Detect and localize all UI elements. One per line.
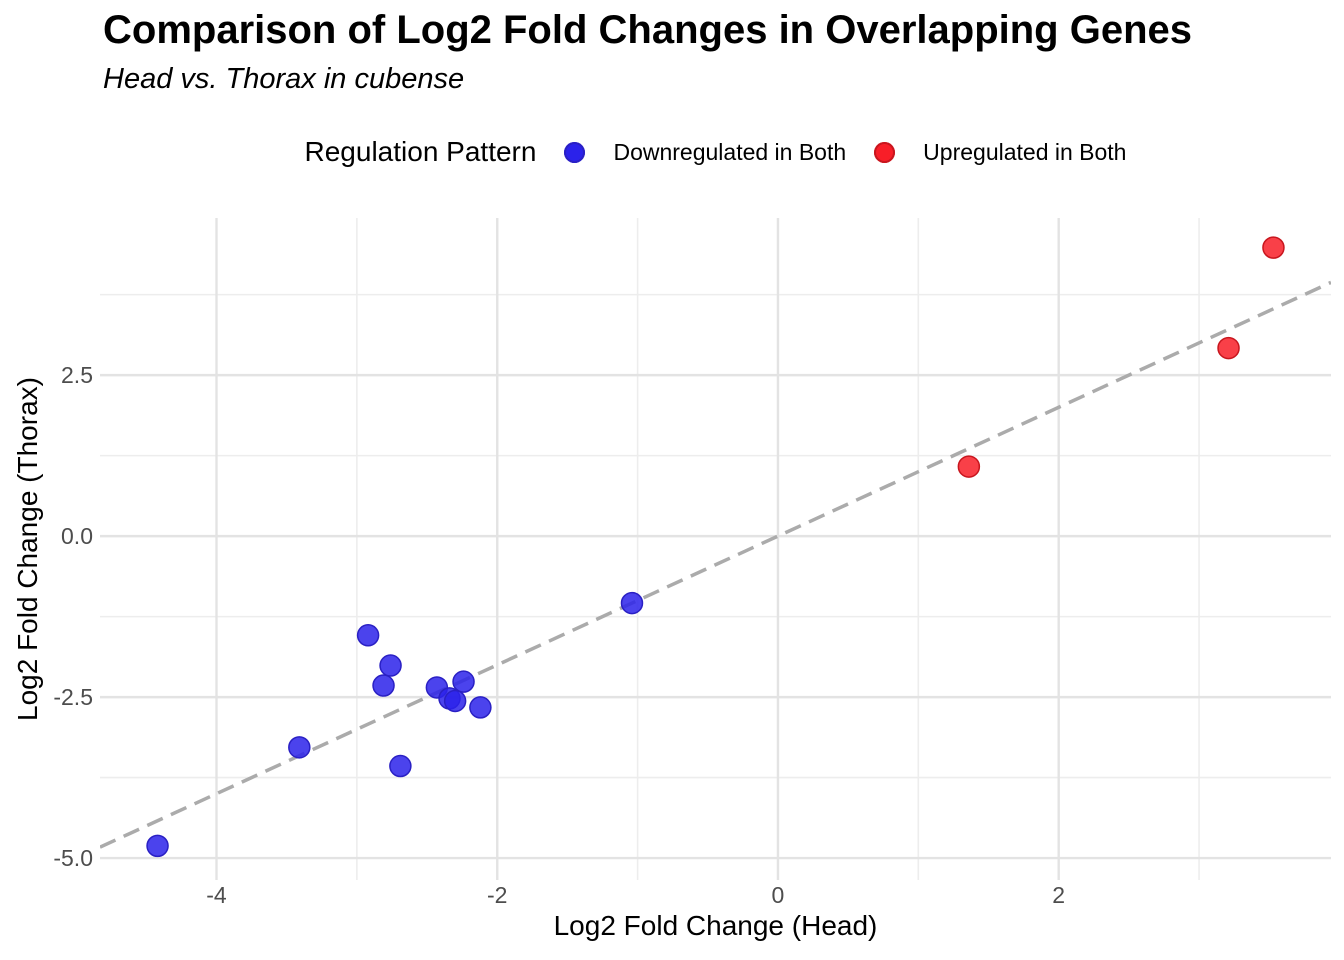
x-tick-label: 0 xyxy=(771,882,785,908)
x-axis-title: Log2 Fold Change (Head) xyxy=(553,910,878,941)
chart-title: Comparison of Log2 Fold Changes in Overl… xyxy=(103,8,1193,52)
data-point-down xyxy=(379,654,402,677)
y-tick-label: -2.5 xyxy=(53,684,93,711)
data-point-up xyxy=(957,455,981,478)
data-point-down xyxy=(620,591,644,615)
data-point-down xyxy=(469,696,492,719)
x-tick-label: 2 xyxy=(1052,882,1066,908)
data-point-down xyxy=(443,689,467,713)
data-point-down xyxy=(288,736,311,759)
legend-label-downregulated: Downregulated in Both xyxy=(613,138,847,165)
data-point-down xyxy=(452,670,475,693)
legend: Regulation Pattern Downregulated in Both… xyxy=(100,130,1331,174)
y-tick-label: -5.0 xyxy=(53,845,93,872)
data-point-down xyxy=(356,624,380,647)
y-axis-title: Log2 Fold Change (Thorax) xyxy=(12,377,43,721)
legend-label-upregulated: Upregulated in Both xyxy=(923,138,1127,165)
data-point-down xyxy=(146,834,169,858)
data-point-up xyxy=(1262,236,1285,259)
identity-reference-line xyxy=(99,280,1332,849)
legend-dot-downregulated-icon xyxy=(564,141,586,163)
legend-dot-upregulated-icon xyxy=(874,141,896,163)
chart-subtitle: Head vs. Thorax in cubense xyxy=(103,63,465,95)
x-tick-label: -2 xyxy=(486,882,508,908)
plot-area xyxy=(99,218,1332,880)
x-tick-label: -4 xyxy=(206,882,227,908)
legend-title: Regulation Pattern xyxy=(304,136,537,167)
legend-item-downregulated: Downregulated in Both xyxy=(564,139,846,166)
y-tick-label: 0.0 xyxy=(61,523,93,550)
y-tick-label: 2.5 xyxy=(61,362,93,389)
legend-item-upregulated: Upregulated in Both xyxy=(874,139,1126,166)
data-point-down xyxy=(372,674,395,697)
plot-panel xyxy=(99,218,1332,880)
data-point-down xyxy=(389,754,412,778)
data-point-up xyxy=(1217,336,1240,360)
